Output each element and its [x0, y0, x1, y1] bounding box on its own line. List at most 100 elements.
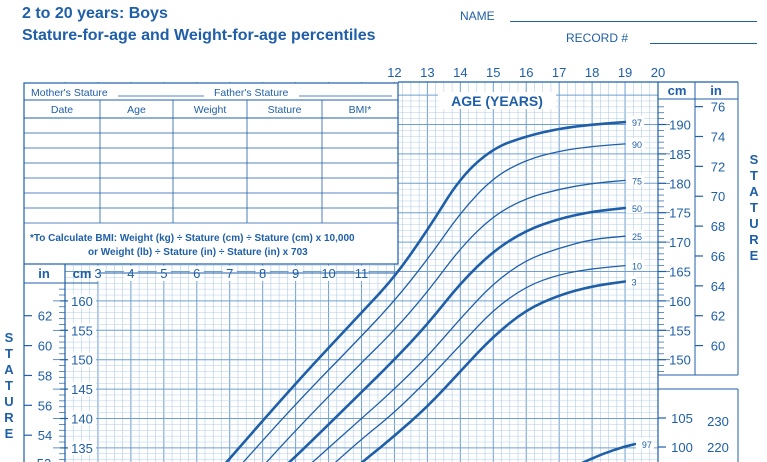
right-in-label: 68	[711, 219, 725, 234]
record-label: RECORD #	[566, 31, 629, 45]
percentile-curve-97	[581, 442, 637, 462]
table-header-date: Date	[51, 104, 73, 116]
father-stature-label: Father's Stature	[214, 87, 289, 99]
table-header-bmi: BMI*	[349, 104, 372, 116]
percentile-label-bg	[635, 438, 654, 450]
stature-right-letter: R	[749, 232, 759, 247]
percentile-curve-90	[242, 143, 626, 462]
record-field[interactable]	[650, 43, 757, 44]
left-in-label: 62	[38, 309, 52, 324]
right-lower-cm-label: 100	[671, 440, 693, 455]
percentile-curve-25	[311, 235, 626, 462]
right-cm-label: 165	[669, 265, 691, 280]
percentile-label-bg	[626, 116, 645, 128]
cm-unit-bg	[659, 83, 694, 99]
cm-label-bg	[66, 323, 96, 338]
name-field[interactable]	[510, 21, 757, 22]
left-in-label: 56	[38, 398, 52, 413]
age-tick-top: 13	[420, 65, 434, 80]
age-tick-top: 15	[486, 65, 500, 80]
table-header-weight: Weight	[194, 104, 227, 116]
right-cm-unit: cm	[668, 83, 687, 98]
right-in-label: 64	[711, 279, 725, 294]
age-tick-mid-bg	[90, 266, 105, 281]
stature-left-letter: T	[5, 378, 13, 393]
left-in-label: 60	[38, 339, 52, 354]
percentile-curve-97	[224, 120, 627, 462]
table-header-stature: Stature	[268, 104, 302, 116]
right-cm-label: 180	[669, 176, 691, 191]
left-cm-label: 135	[71, 441, 93, 456]
age-tick-top: 19	[618, 65, 632, 80]
percentile-label-25: 25	[632, 232, 642, 242]
chart-subtitle: Stature-for-age and Weight-for-age perce…	[22, 27, 376, 44]
right-in-label: 76	[711, 100, 725, 115]
left-in-label: 54	[38, 428, 52, 443]
left-in-label-partial: 52	[37, 456, 51, 462]
right-lower-cm-label: 105	[671, 411, 693, 426]
stature-right-letter: U	[749, 216, 759, 231]
stature-right-letter: A	[749, 184, 759, 199]
right-cm-label: 170	[669, 235, 691, 250]
age-tick-top: 12	[387, 65, 401, 80]
percentile-label-50: 50	[632, 204, 642, 214]
left-in-unit: in	[38, 266, 50, 281]
bmi-note-line1: *To Calculate BMI: Weight (kg) ÷ Stature…	[30, 233, 355, 244]
right-cm-label: 190	[669, 118, 691, 133]
age-tick-top: 20	[651, 65, 665, 80]
age-tick-top: 14	[453, 65, 467, 80]
stature-left-letter: S	[4, 330, 14, 345]
percentile-curve-3	[360, 280, 627, 462]
left-cm-unit: cm	[73, 266, 92, 281]
left-cm-label: 160	[71, 294, 93, 309]
percentile-curve-50	[287, 206, 627, 462]
chart-title: 2 to 20 years: Boys	[22, 5, 168, 22]
cm-label-bg	[66, 382, 96, 397]
age-axis-label: AGE (YEARS)	[451, 93, 543, 109]
right-in-label: 74	[711, 129, 725, 144]
age-tick-top: 17	[552, 65, 566, 80]
right-cm-label: 160	[669, 294, 691, 309]
percentile-label-bg	[626, 174, 645, 186]
stature-right-letter: E	[749, 248, 759, 263]
right-cm-label: 175	[669, 206, 691, 221]
cm-label-bg	[66, 293, 96, 308]
right-lb-label: 230	[707, 414, 729, 429]
left-cm-label: 140	[71, 412, 93, 427]
left-in-label: 58	[38, 368, 52, 383]
stature-left-letter: E	[4, 426, 14, 441]
right-lb-label: 220	[707, 440, 729, 455]
left-cm-label: 150	[71, 353, 93, 368]
percentile-label-bg	[626, 137, 645, 149]
stature-left-letter: T	[5, 346, 13, 361]
percentile-label-bg	[626, 201, 645, 213]
right-cm-label: 185	[669, 147, 691, 162]
right-in-label: 62	[711, 309, 725, 324]
cm-label-bg	[66, 411, 96, 426]
stature-right-letter: S	[749, 152, 759, 167]
percentile-label-3: 3	[632, 277, 637, 287]
table-header-age: Age	[127, 104, 146, 116]
stature-left-letter: U	[4, 394, 14, 409]
age-tick-mid: 3	[94, 266, 101, 281]
right-axis-band	[658, 82, 738, 462]
percentile-label-97: 97	[632, 118, 642, 128]
stature-right-letter: T	[750, 168, 758, 183]
percentile-label-90: 90	[632, 140, 642, 150]
percentile-label-bg	[626, 230, 645, 242]
left-axis-band	[24, 264, 65, 462]
stature-left-letter: R	[4, 410, 14, 425]
percentile-curve-10	[334, 264, 626, 462]
right-in-label: 66	[711, 249, 725, 264]
age-tick-top: 18	[585, 65, 599, 80]
cm-label-bg	[66, 440, 96, 455]
left-cm-label: 145	[71, 382, 93, 397]
right-in-label: 72	[711, 159, 725, 174]
age-tick-top: 16	[519, 65, 533, 80]
percentile-label-97: 97	[642, 440, 652, 450]
right-cm-label: 150	[669, 353, 691, 368]
